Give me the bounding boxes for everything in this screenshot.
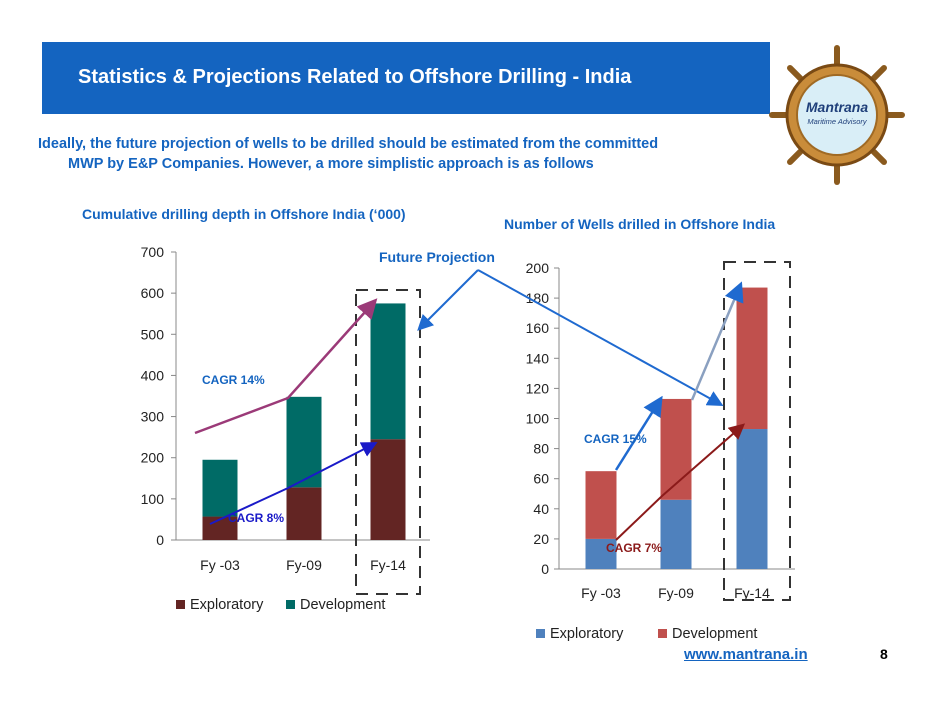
left-chart: 0 100 200 300 400 500 600 700 Fy -03 Fy-09 Fy-14 Ex… xyxy=(141,244,430,613)
intro-line-2: MWP by E&P Companies. However, a more si… xyxy=(68,156,594,172)
legend-label-exploratory: Exploratory xyxy=(190,597,264,613)
y-tick-label: 60 xyxy=(533,471,549,487)
y-tick-label: 400 xyxy=(141,367,165,383)
legend-swatch-development xyxy=(658,629,667,638)
left-cagr-14-label: CAGR 14% xyxy=(202,373,265,387)
y-tick-label: 0 xyxy=(156,532,164,548)
left-cagr-exploratory-arrow xyxy=(209,442,378,525)
left-chart-title: Cumulative drilling depth in Offshore In… xyxy=(82,206,406,222)
bar-exploratory-2 xyxy=(370,439,406,540)
y-tick-label: 600 xyxy=(141,285,165,301)
y-tick-label: 40 xyxy=(533,501,549,517)
x-category-label: Fy-09 xyxy=(658,585,694,601)
intro-text: Ideally, the future projection of wells … xyxy=(38,134,768,174)
bar-development-0 xyxy=(585,471,617,539)
x-category-label: Fy -03 xyxy=(200,557,240,573)
logo-tagline: Maritime Advisory xyxy=(807,117,868,126)
y-tick-label: 200 xyxy=(526,260,550,276)
right-cagr-15-label: CAGR 15% xyxy=(584,432,647,446)
left-cagr-development-arrow xyxy=(194,298,378,435)
right-cagr-7-label: CAGR 7% xyxy=(606,541,662,555)
y-tick-label: 120 xyxy=(526,380,550,396)
page-title: Statistics & Projections Related to Offs… xyxy=(78,66,632,88)
y-tick-label: 180 xyxy=(526,290,550,306)
y-tick-label: 160 xyxy=(526,320,550,336)
x-category-label: Fy-09 xyxy=(286,557,322,573)
y-tick-label: 500 xyxy=(141,326,165,342)
right-cagr-exploratory-arrow xyxy=(615,423,746,541)
page-number: 8 xyxy=(880,646,888,662)
left-cagr-8-label: CAGR 8% xyxy=(228,511,284,525)
mantrana-logo: Mantrana Maritime Advisory xyxy=(768,44,906,186)
right-cagr-development-arrow-2 xyxy=(690,281,744,401)
x-category-label: Fy-14 xyxy=(734,585,770,601)
x-category-label: Fy -03 xyxy=(581,585,621,601)
x-category-label: Fy-14 xyxy=(370,557,406,573)
y-tick-label: 700 xyxy=(141,244,165,260)
legend-label-development: Development xyxy=(300,597,385,613)
y-tick-label: 100 xyxy=(141,491,165,507)
y-tick-label: 100 xyxy=(526,411,550,427)
y-tick-label: 0 xyxy=(541,561,549,577)
footer-url-link[interactable]: www.mantrana.in xyxy=(684,646,808,663)
bar-exploratory-1 xyxy=(286,487,322,540)
left-projection-box xyxy=(355,289,421,595)
logo-name: Mantrana xyxy=(806,99,868,115)
right-cagr-development-arrow-1 xyxy=(614,395,663,471)
y-tick-label: 80 xyxy=(533,441,549,457)
y-tick-label: 140 xyxy=(526,350,550,366)
bar-exploratory-0 xyxy=(585,538,617,569)
legend-swatch-exploratory xyxy=(176,600,185,609)
legend-label-development: Development xyxy=(672,626,757,642)
future-projection-arrow-right xyxy=(477,269,724,406)
right-chart: 0 20 40 60 80 100 120 140 160 180 200 Fy -03 Fy-09 Fy… xyxy=(526,260,795,642)
future-projection-arrow-left xyxy=(417,269,479,331)
bar-exploratory-2 xyxy=(736,429,768,569)
y-tick-label: 300 xyxy=(141,409,165,425)
legend-label-exploratory: Exploratory xyxy=(550,626,624,642)
future-projection-label: Future Projection xyxy=(379,249,495,265)
bar-development-0 xyxy=(202,459,238,517)
y-tick-label: 20 xyxy=(533,531,549,547)
bar-development-2 xyxy=(736,287,768,430)
bar-exploratory-1 xyxy=(660,499,692,569)
bar-development-1 xyxy=(286,396,322,488)
legend-swatch-development xyxy=(286,600,295,609)
bar-development-2 xyxy=(370,303,406,440)
right-chart-title: Number of Wells drilled in Offshore Indi… xyxy=(504,216,776,232)
y-tick-label: 200 xyxy=(141,450,165,466)
legend-swatch-exploratory xyxy=(536,629,545,638)
intro-line-1: Ideally, the future projection of wells … xyxy=(38,136,659,152)
title-bar: Statistics & Projections Related to Offs… xyxy=(42,42,770,114)
